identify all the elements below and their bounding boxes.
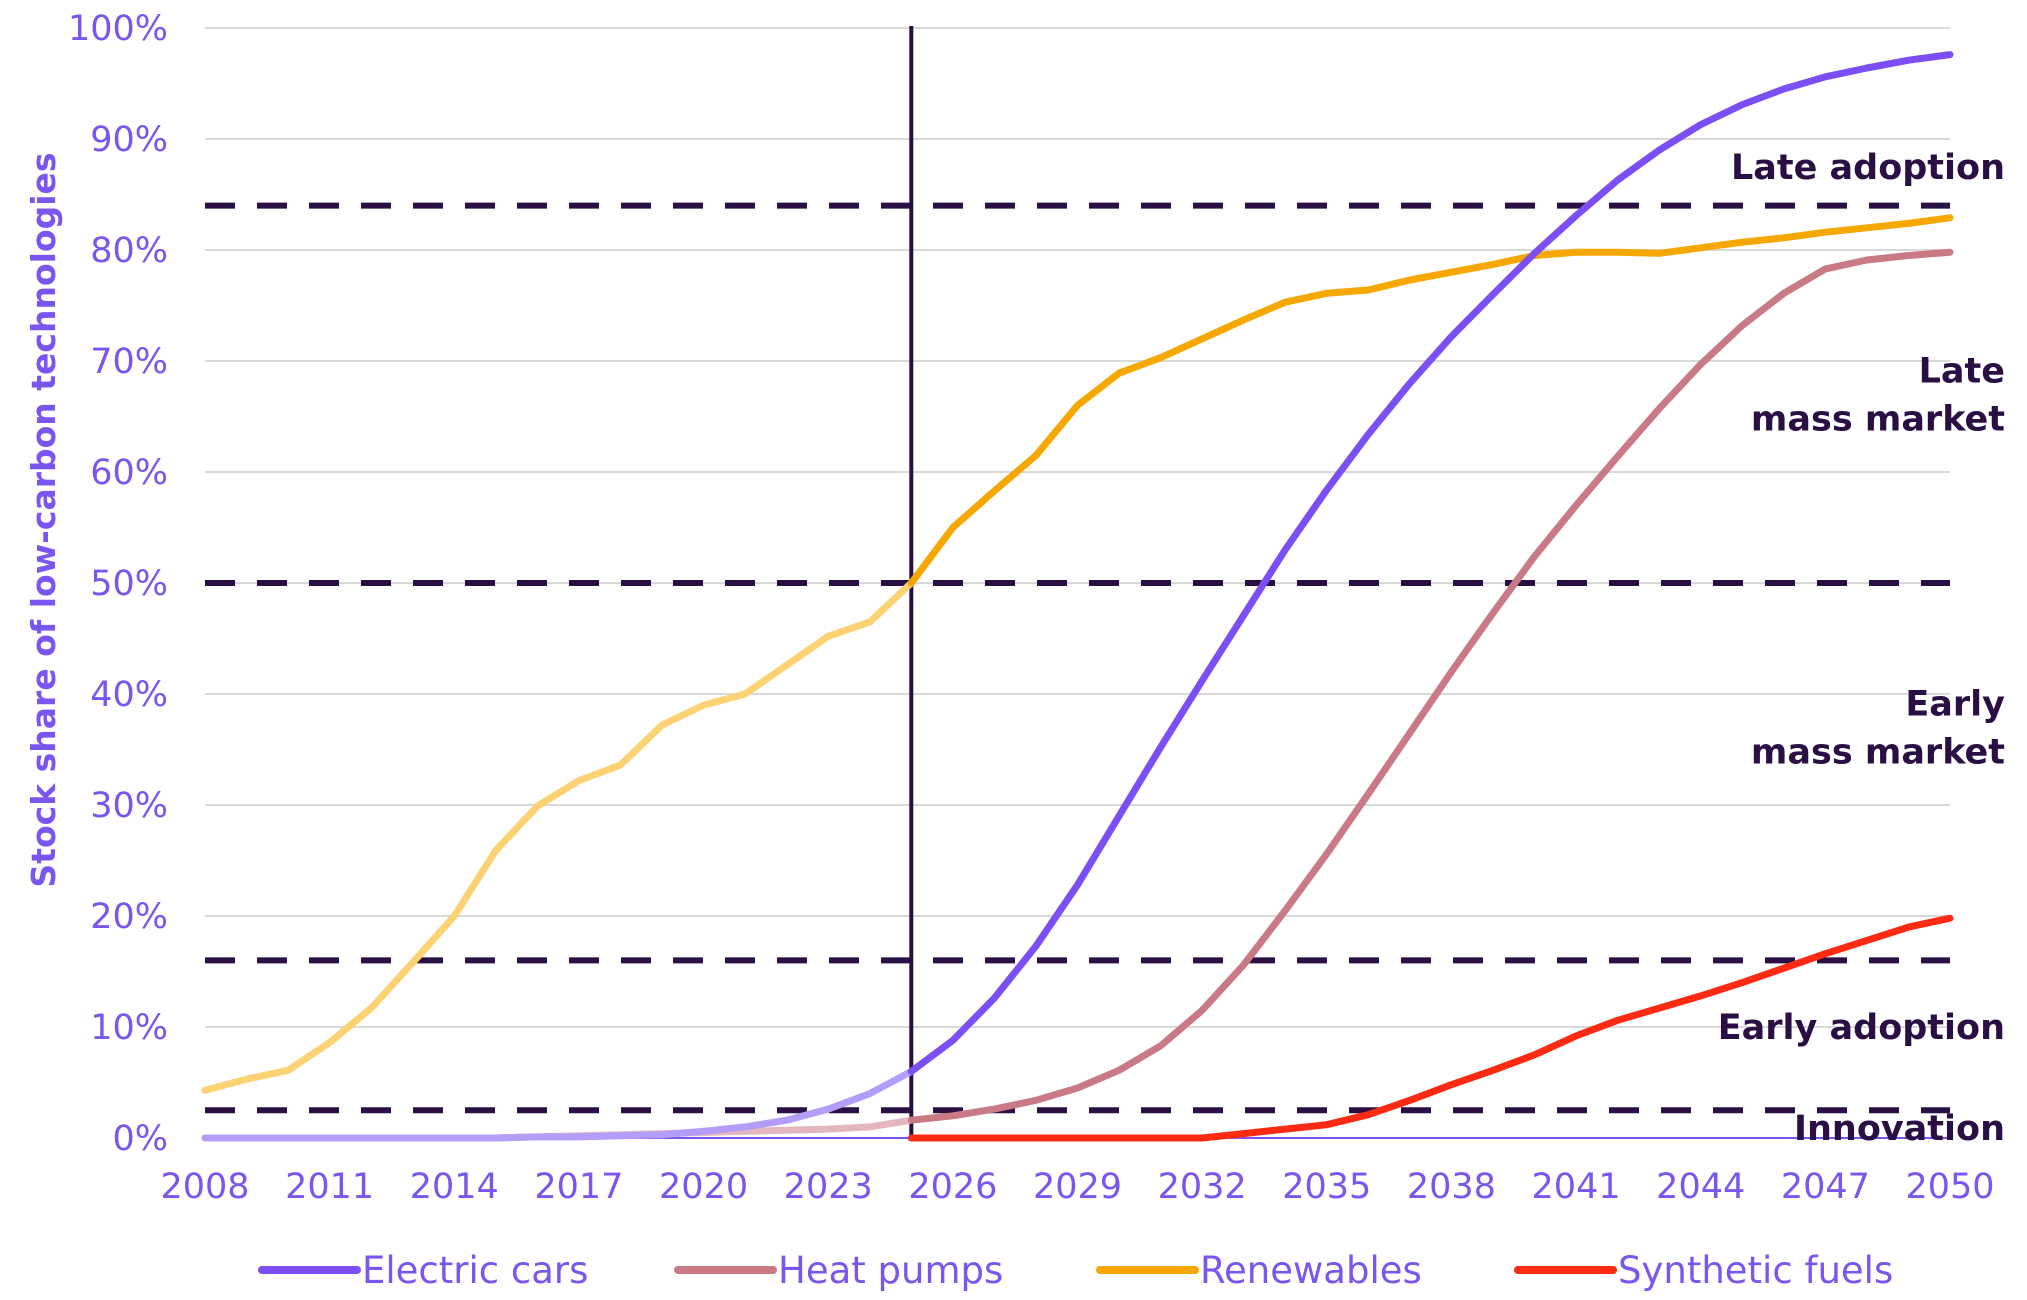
series-lines [201, 51, 1954, 1142]
legend-item-electric-cars: Electric cars [258, 1249, 588, 1292]
y-tick-label: 40% [90, 675, 168, 715]
y-tick-label: 0% [112, 1119, 168, 1159]
y-tick-label: 20% [90, 897, 168, 937]
x-tick-label: 2032 [1158, 1167, 1247, 1207]
legend-label: Renewables [1200, 1249, 1422, 1292]
renewables-historical-line [201, 579, 915, 1094]
x-tick-label: 2050 [1905, 1167, 1994, 1207]
heat-pumps-projection-line [907, 248, 1954, 1124]
y-axis-label: Stock share of low-carbon technologies [24, 152, 63, 887]
legend-item-renewables: Renewables [1096, 1249, 1422, 1292]
legend-label: Synthetic fuels [1618, 1249, 1893, 1292]
y-tick-label: 90% [90, 120, 168, 160]
x-tick-label: 2041 [1532, 1167, 1621, 1207]
band-label: Late [1919, 351, 2005, 391]
x-tick-label: 2008 [160, 1167, 249, 1207]
band-labels: Late adoption Late mass market Early mass ma… [1718, 148, 2005, 1149]
band-label: Early adoption [1718, 1008, 2005, 1048]
y-tick-label: 30% [90, 786, 168, 826]
y-tick-label: 80% [90, 231, 168, 271]
band-label: Innovation [1794, 1109, 2005, 1149]
x-tick-label: 2044 [1656, 1167, 1745, 1207]
y-tick-label: 70% [90, 342, 168, 382]
legend: Electric cars Heat pumps Renewables Synthet… [258, 1249, 1893, 1292]
x-tick-label: 2029 [1033, 1167, 1122, 1207]
grid-lines [205, 27, 1950, 1028]
band-label: mass market [1751, 732, 2005, 772]
x-tick-label: 2047 [1781, 1167, 1870, 1207]
threshold-lines [205, 202, 1950, 1114]
synthetic-fuels-projection-line [907, 914, 1954, 1142]
y-tick-label: 60% [90, 453, 168, 493]
y-tick-label: 50% [90, 564, 168, 604]
legend-label: Heat pumps [778, 1249, 1003, 1292]
legend-item-synthetic-fuels: Synthetic fuels [1514, 1249, 1893, 1292]
x-tick-label: 2020 [659, 1167, 748, 1207]
x-tick-label: 2038 [1407, 1167, 1496, 1207]
legend-item-heat-pumps: Heat pumps [674, 1249, 1003, 1292]
band-label: Late adoption [1731, 148, 2005, 188]
y-tick-label: 100% [68, 9, 168, 49]
x-tick-label: 2011 [285, 1167, 374, 1207]
x-tick-label: 2023 [784, 1167, 873, 1207]
x-tick-label: 2017 [534, 1167, 623, 1207]
renewables-projection-line [907, 214, 1954, 587]
x-tick-label: 2014 [410, 1167, 499, 1207]
x-tick-label: 2035 [1282, 1167, 1371, 1207]
legend-label: Electric cars [362, 1249, 588, 1292]
tick-labels: 0% 10% 20% 30% 40% 50% 60% 70% 80% 90% 100% 2008 201… [68, 9, 1995, 1207]
x-tick-label: 2026 [908, 1167, 997, 1207]
electric-cars-projection-line [907, 51, 1954, 1075]
electric-cars-historical-line [201, 1067, 915, 1142]
band-label: mass market [1751, 399, 2005, 439]
band-label: Early [1905, 684, 2005, 724]
y-tick-label: 10% [90, 1008, 168, 1048]
